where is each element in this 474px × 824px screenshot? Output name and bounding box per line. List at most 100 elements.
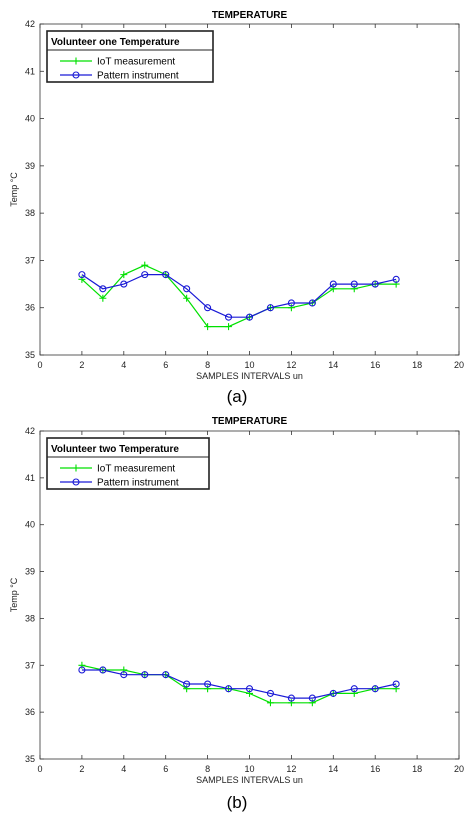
data-point — [308, 699, 316, 707]
x-tick-label: 10 — [244, 764, 254, 774]
y-axis-label: Temp °C — [9, 577, 19, 612]
data-point — [350, 685, 358, 693]
x-tick-label: 14 — [328, 764, 338, 774]
x-tick-label: 12 — [286, 764, 296, 774]
data-point — [329, 285, 337, 293]
x-tick-label: 2 — [79, 360, 84, 370]
data-point — [392, 685, 400, 693]
legend: Volunteer two Temperature IoT measurement… — [46, 437, 210, 490]
data-point — [350, 285, 358, 293]
data-point — [141, 671, 149, 679]
y-tick-label: 42 — [25, 426, 35, 436]
legend-box — [46, 437, 210, 490]
legend-marker — [72, 57, 80, 65]
chart-panel-a: TEMPERATURE 0 2 4 6 8 10 12 14 16 18 20 35 36 37 38 39 40… — [9, 10, 464, 406]
x-tick-label: 8 — [205, 360, 210, 370]
data-point — [266, 304, 275, 312]
legend-entry-label: IoT measurement — [97, 57, 175, 68]
data-point — [99, 666, 107, 674]
y-tick-label: 36 — [25, 303, 35, 313]
data-point — [120, 271, 128, 279]
x-axis-label: SAMPLES INTERVALS un — [196, 371, 303, 381]
legend-title: Volunteer one Temperature — [51, 37, 180, 48]
chart-title: TEMPERATURE — [212, 416, 288, 427]
x-tick-label: 8 — [205, 764, 210, 774]
data-point — [204, 304, 212, 312]
y-tick-label: 41 — [25, 66, 35, 76]
legend-entry-label: Pattern instrument — [97, 71, 179, 82]
x-tick-label: 20 — [454, 764, 464, 774]
y-tick-label: 41 — [25, 473, 35, 483]
y-tick-label: 42 — [25, 19, 35, 29]
legend-box — [46, 30, 214, 83]
data-point — [225, 313, 233, 321]
data-point — [183, 294, 191, 302]
data-point — [162, 671, 170, 679]
data-point — [225, 685, 233, 693]
y-tick-label: 38 — [25, 208, 35, 218]
data-point — [350, 689, 358, 697]
x-tick-label: 4 — [121, 764, 126, 774]
data-point — [245, 685, 254, 693]
data-point — [99, 285, 107, 293]
data-point — [329, 280, 337, 288]
x-tick-label: 16 — [370, 764, 380, 774]
y-axis: 35 36 37 38 39 40 41 42 — [25, 19, 459, 360]
data-point — [308, 299, 316, 307]
y-axis-label: Temp °C — [9, 172, 19, 207]
y-tick-label: 37 — [25, 660, 35, 670]
data-point — [120, 666, 128, 674]
data-point — [141, 271, 149, 279]
data-point — [308, 694, 316, 702]
data-point — [99, 294, 107, 302]
data-point — [245, 313, 254, 321]
data-point — [287, 699, 295, 707]
x-axis: 0 2 4 6 8 10 12 14 16 18 20 — [37, 24, 464, 370]
y-tick-label: 39 — [25, 161, 35, 171]
x-tick-label: 6 — [163, 764, 168, 774]
x-tick-label: 14 — [328, 360, 338, 370]
data-point — [392, 280, 400, 288]
data-point — [225, 323, 233, 331]
y-tick-label: 40 — [25, 114, 35, 124]
series-line — [81, 274, 397, 318]
data-point — [371, 280, 379, 288]
series-line — [81, 264, 397, 328]
series-pattern-instrument — [78, 666, 400, 702]
x-tick-label: 16 — [370, 360, 380, 370]
series-line — [81, 664, 397, 704]
data-point — [204, 680, 212, 688]
data-point — [120, 280, 128, 288]
y-tick-label: 38 — [25, 613, 35, 623]
data-point — [246, 689, 253, 697]
data-point — [78, 661, 86, 669]
x-tick-label: 0 — [37, 360, 42, 370]
data-point — [329, 689, 337, 697]
y-tick-label: 35 — [25, 754, 35, 764]
x-tick-label: 18 — [412, 360, 422, 370]
data-point — [350, 280, 358, 288]
x-tick-label: 12 — [286, 360, 296, 370]
chart-panel-b: TEMPERATURE 0 2 4 6 8 10 12 14 16 18 20 35 36 37 38 39 40… — [9, 416, 464, 812]
data-point — [183, 680, 191, 688]
legend-entry-label: Pattern instrument — [97, 478, 179, 489]
x-axis: 0 2 4 6 8 10 12 14 16 18 20 — [37, 431, 464, 774]
legend: Volunteer one Temperature IoT measurement… — [46, 30, 214, 83]
y-tick-label: 36 — [25, 707, 35, 717]
y-axis: 35 36 37 38 39 40 41 42 — [25, 426, 459, 764]
series-pattern-instrument — [78, 271, 400, 321]
data-point — [78, 666, 86, 674]
x-tick-label: 4 — [121, 360, 126, 370]
panel-caption: (a) — [227, 387, 248, 406]
legend-entry-label: IoT measurement — [97, 464, 175, 475]
data-point — [392, 275, 400, 283]
series-line — [81, 669, 397, 699]
x-tick-label: 2 — [79, 764, 84, 774]
y-tick-label: 39 — [25, 567, 35, 577]
panel-caption: (b) — [227, 793, 248, 812]
data-point — [287, 694, 295, 702]
data-point — [78, 275, 86, 283]
x-axis-label: SAMPLES INTERVALS un — [196, 775, 303, 785]
data-point — [204, 685, 212, 693]
